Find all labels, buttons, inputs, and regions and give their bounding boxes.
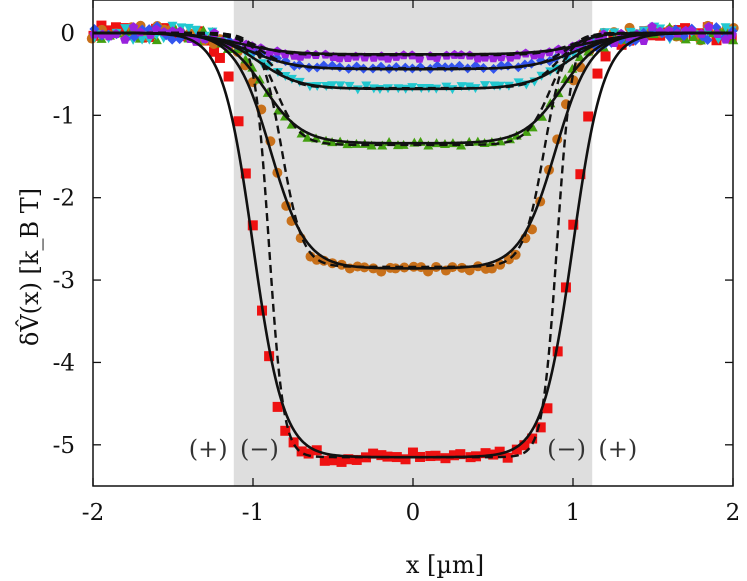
series-3-point	[366, 140, 377, 150]
x-tick-label: -1	[242, 500, 264, 526]
series-1-point	[542, 403, 553, 414]
series-3-point	[688, 32, 699, 42]
region-annotation-4: (+)	[598, 435, 637, 463]
series-1-point	[280, 425, 291, 436]
series-3-point	[254, 74, 265, 84]
series-1-point	[616, 39, 627, 50]
series-1-point	[575, 169, 586, 180]
series-1-point	[288, 437, 299, 448]
series-5-point	[711, 22, 722, 33]
x-tick-label: 0	[406, 500, 421, 526]
x-tick-label: -2	[82, 500, 104, 526]
series-6-point	[703, 21, 714, 31]
series-1-point	[494, 446, 505, 457]
series-4-point	[120, 24, 131, 34]
series-4-point	[479, 81, 490, 91]
series-1-point	[264, 351, 275, 362]
fit-curves-layer	[92, 31, 734, 459]
series-1-point	[336, 456, 347, 467]
region-annotation-2: (−)	[240, 435, 279, 463]
series-1-point	[327, 455, 338, 466]
series-4-point	[167, 21, 178, 31]
series-1-point	[583, 111, 594, 122]
series-4-point	[137, 35, 148, 45]
region-annotation-3: (−)	[547, 435, 586, 463]
y-tick-label: -5	[53, 433, 75, 459]
series-1-point	[240, 168, 251, 179]
series-5-point	[702, 35, 713, 46]
series-6-point	[647, 21, 657, 31]
series-1-point	[247, 220, 258, 231]
y-axis-title: δV̂(x) [k_B T]	[16, 188, 44, 346]
series-3-point	[456, 140, 467, 150]
series-1-point	[502, 452, 513, 463]
series-1-point	[455, 449, 466, 460]
series-1-point	[296, 446, 307, 457]
series-6-point	[151, 24, 162, 34]
series-3-point	[521, 126, 532, 136]
series-3-point	[574, 52, 585, 62]
annotations-layer: (+) (−) (−) (+)	[189, 435, 637, 463]
series-1-point	[319, 455, 330, 466]
axes-layer: -2 -1 0 1 2 0 -1 -2 -3 -4 -5	[53, 0, 741, 526]
series-6-point	[128, 22, 139, 32]
series-4-point	[720, 23, 731, 33]
series-1-point	[233, 116, 244, 127]
series-4-point	[407, 83, 418, 93]
series-1-point	[600, 51, 611, 62]
series-1-point	[480, 448, 491, 459]
x-tick-label: 2	[726, 500, 741, 526]
series-3-point	[151, 35, 162, 45]
series-4-point	[344, 81, 355, 91]
series-1-point	[568, 219, 579, 230]
series-1-point	[407, 447, 418, 458]
series-1-point	[272, 401, 283, 412]
series-4-point	[361, 81, 372, 91]
series-1-point	[592, 68, 603, 79]
y-tick-label: -1	[53, 103, 75, 129]
series-1-point	[527, 433, 538, 444]
series-4-point	[190, 25, 201, 35]
series-1-point	[430, 450, 441, 461]
series-1-point	[223, 71, 234, 82]
series-1-point	[448, 450, 459, 461]
y-tick-label: -2	[53, 186, 75, 212]
series-4-point	[513, 78, 524, 88]
series-1-point	[519, 440, 530, 451]
series-1-point	[110, 22, 121, 33]
series-1-point	[511, 444, 522, 455]
series-1-point	[351, 454, 362, 465]
dashed-fit-curve-6	[93, 31, 733, 57]
series-5-point	[167, 34, 178, 45]
solid-fit-curve-6	[93, 31, 733, 56]
series-1-point	[552, 346, 563, 357]
series-1-point	[303, 448, 314, 459]
solid-fit-curve-1	[93, 31, 733, 459]
x-axis-title: x [µm]	[406, 551, 484, 579]
series-1-point	[343, 454, 354, 465]
y-tick-label: 0	[60, 21, 75, 47]
y-tick-label: -3	[53, 268, 75, 294]
series-6-point	[120, 34, 130, 44]
x-tick-label: 1	[566, 500, 581, 526]
series-4-point	[327, 81, 338, 91]
series-4-point	[561, 55, 572, 65]
series-3-point	[695, 35, 706, 45]
series-1-point	[376, 450, 387, 461]
series-4-point	[456, 82, 467, 92]
y-tick-label: -4	[53, 350, 75, 376]
series-1-point	[209, 46, 220, 57]
series-1-point	[214, 52, 225, 63]
series-6-point	[473, 53, 483, 63]
series-5-point	[670, 24, 681, 35]
series-1-point	[535, 422, 546, 433]
series-1-point	[368, 448, 379, 459]
series-6-point	[720, 34, 731, 44]
region-annotation-1: (+)	[189, 435, 228, 463]
series-4-point	[335, 81, 346, 91]
series-2-point	[568, 75, 579, 86]
series-1-point	[400, 454, 411, 465]
